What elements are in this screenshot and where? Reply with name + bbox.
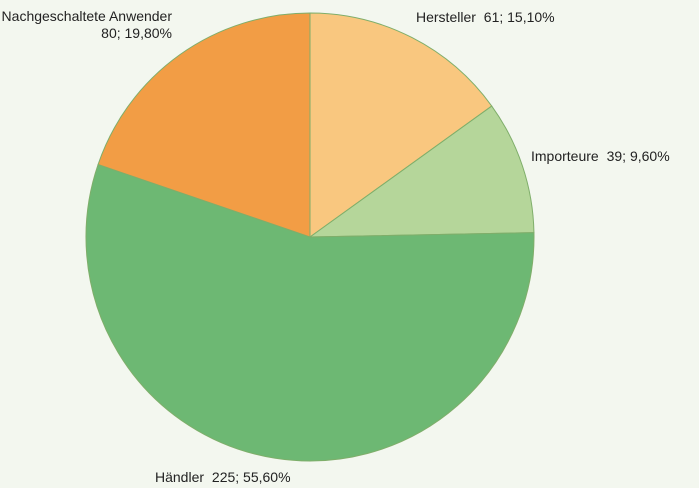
slice-label: Hersteller 61; 15,10% <box>416 9 555 26</box>
pie-slice <box>85 163 535 462</box>
value-label: 61; 15,10% <box>483 9 555 25</box>
pie-slice <box>309 12 493 238</box>
category-label: Händler <box>155 469 205 485</box>
pie-slice <box>97 12 311 238</box>
slice-label: Händler 225; 55,60% <box>155 469 291 486</box>
pie-slice <box>308 105 535 238</box>
value-label: 39; 9,60% <box>606 148 670 164</box>
category-label: Nachgeschaltete Anwender <box>1 8 172 24</box>
category-label: Importeure <box>531 148 599 164</box>
slice-label: Nachgeschaltete Anwender 80; 19,80% <box>0 8 172 42</box>
value-label: 225; 55,60% <box>211 469 291 485</box>
category-label: Hersteller <box>416 9 476 25</box>
value-label: 80; 19,80% <box>101 25 172 41</box>
slice-label: Importeure 39; 9,60% <box>531 148 670 165</box>
